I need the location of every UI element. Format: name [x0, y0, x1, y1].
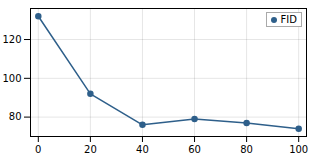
- svg-text:100: 100: [289, 144, 308, 155]
- svg-text:40: 40: [136, 144, 149, 155]
- svg-text:80: 80: [9, 111, 22, 122]
- svg-text:120: 120: [2, 34, 21, 45]
- svg-text:80: 80: [240, 144, 253, 155]
- svg-text:60: 60: [188, 144, 201, 155]
- svg-text:20: 20: [84, 144, 97, 155]
- svg-text:0: 0: [35, 144, 41, 155]
- html-text:FID: FID: [280, 14, 297, 25]
- svg-text:100: 100: [2, 73, 21, 84]
